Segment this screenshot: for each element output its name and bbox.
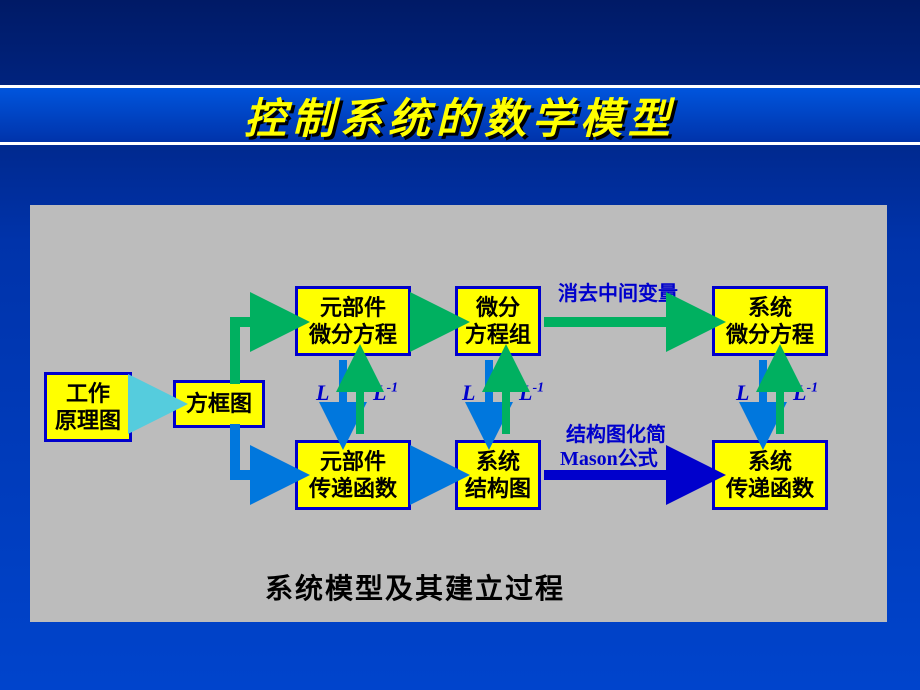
node-system-tf: 系统 传递函数 [712, 440, 828, 510]
node-line: 微分方程 [309, 321, 397, 349]
node-line: 工作 [66, 380, 110, 408]
annot-eliminate-vars: 消去中间变量 [558, 277, 678, 306]
node-line: 传递函数 [309, 475, 397, 503]
node-line: 结构图 [465, 475, 531, 503]
label-L-inv: L-1 [519, 380, 544, 406]
label-L-inv: L-1 [793, 380, 818, 406]
diagram-area [30, 205, 887, 622]
node-line: 元部件 [320, 294, 386, 322]
node-line: 微分方程 [726, 321, 814, 349]
label-L: L [462, 380, 475, 406]
annot-mason: Mason公式 [560, 442, 658, 471]
node-line: 系统 [748, 294, 792, 322]
node-line: 方框图 [186, 390, 252, 418]
node-line: 方程组 [465, 321, 531, 349]
diagram-caption: 系统模型及其建立过程 [265, 567, 565, 607]
page-title: 控制系统的数学模型 [244, 85, 676, 146]
title-bar: 控制系统的数学模型 [0, 85, 920, 145]
node-block-diagram: 方框图 [173, 380, 265, 428]
node-component-tf: 元部件 传递函数 [295, 440, 411, 510]
node-line: 系统 [476, 448, 520, 476]
label-L-inv: L-1 [373, 380, 398, 406]
node-line: 元部件 [320, 448, 386, 476]
node-line: 传递函数 [726, 475, 814, 503]
label-L: L [316, 380, 329, 406]
node-line: 系统 [748, 448, 792, 476]
node-ode-system: 微分 方程组 [455, 286, 541, 356]
node-system-ode: 系统 微分方程 [712, 286, 828, 356]
node-work-principle: 工作 原理图 [44, 372, 132, 442]
node-component-ode: 元部件 微分方程 [295, 286, 411, 356]
node-system-struct: 系统 结构图 [455, 440, 541, 510]
node-line: 微分 [476, 294, 520, 322]
label-L: L [736, 380, 749, 406]
node-line: 原理图 [55, 407, 121, 435]
